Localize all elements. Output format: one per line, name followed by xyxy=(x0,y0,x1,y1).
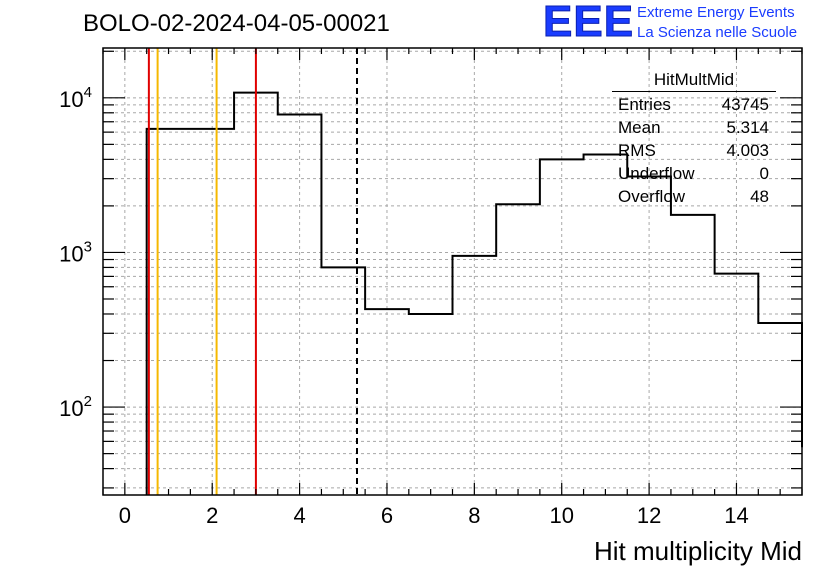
logo-line2: La Scienza nelle Scuole xyxy=(637,24,798,41)
stats-label: RMS xyxy=(618,141,656,160)
x-tick-label: 4 xyxy=(293,503,305,528)
stats-box: HitMultMid Entries 43745 Mean 5.314 RMS … xyxy=(612,70,776,208)
stats-row-overflow: Overflow 48 xyxy=(612,185,776,208)
chart-title: BOLO-02-2024-04-05-00021 xyxy=(83,10,390,37)
y-tick-label: 103 xyxy=(59,238,92,266)
y-tick-label: 102 xyxy=(59,393,92,421)
histogram-bin xyxy=(190,129,234,495)
stats-label: Mean xyxy=(618,118,661,137)
x-tick-label: 6 xyxy=(381,503,393,528)
x-tick-label: 12 xyxy=(637,503,661,528)
stats-value: 48 xyxy=(750,187,769,206)
x-tick-label: 14 xyxy=(724,503,748,528)
x-axis-label: Hit multiplicity Mid xyxy=(593,536,802,566)
stats-value: 4.003 xyxy=(726,141,769,160)
x-tick-label: 8 xyxy=(468,503,480,528)
axis-ticks: 0 2 4 6 8 10 12 14 102 103 104 xyxy=(59,48,803,528)
stats-label: Entries xyxy=(618,95,671,114)
grid-lines xyxy=(103,48,802,495)
x-tick-label: 2 xyxy=(206,503,218,528)
stats-row-entries: Entries 43745 xyxy=(612,93,776,116)
y-tick-label: 104 xyxy=(59,84,92,112)
histogram-bin xyxy=(671,215,715,495)
histogram-bin xyxy=(365,309,409,495)
x-tick-label: 10 xyxy=(549,503,573,528)
x-tick-label: 0 xyxy=(119,503,131,528)
histogram-bin xyxy=(278,115,322,495)
stats-value: 0 xyxy=(759,164,769,183)
histogram-series xyxy=(145,91,803,495)
histogram-bin xyxy=(627,176,671,495)
stats-row-underflow: Underflow 0 xyxy=(612,162,776,185)
histogram-bin xyxy=(321,267,365,495)
stats-value: 43745 xyxy=(721,95,769,114)
eee-logo: EEE xyxy=(542,0,635,46)
histogram-outline xyxy=(145,91,803,495)
histogram-bin xyxy=(540,159,584,495)
histogram-bin xyxy=(453,256,497,495)
stats-title: HitMultMid xyxy=(612,70,776,92)
marker-lines xyxy=(147,48,358,495)
histogram-bin xyxy=(409,314,453,495)
logo-line1: Extreme Energy Events xyxy=(637,4,795,21)
stats-label: Overflow xyxy=(618,187,686,206)
stats-value: 5.314 xyxy=(726,118,769,137)
histogram-bin xyxy=(715,274,759,495)
stats-label: Underflow xyxy=(618,164,695,183)
stats-row-mean: Mean 5.314 xyxy=(612,116,776,139)
stats-row-rms: RMS 4.003 xyxy=(612,139,776,162)
histogram-bin xyxy=(496,204,540,495)
histogram-bin xyxy=(147,129,191,495)
